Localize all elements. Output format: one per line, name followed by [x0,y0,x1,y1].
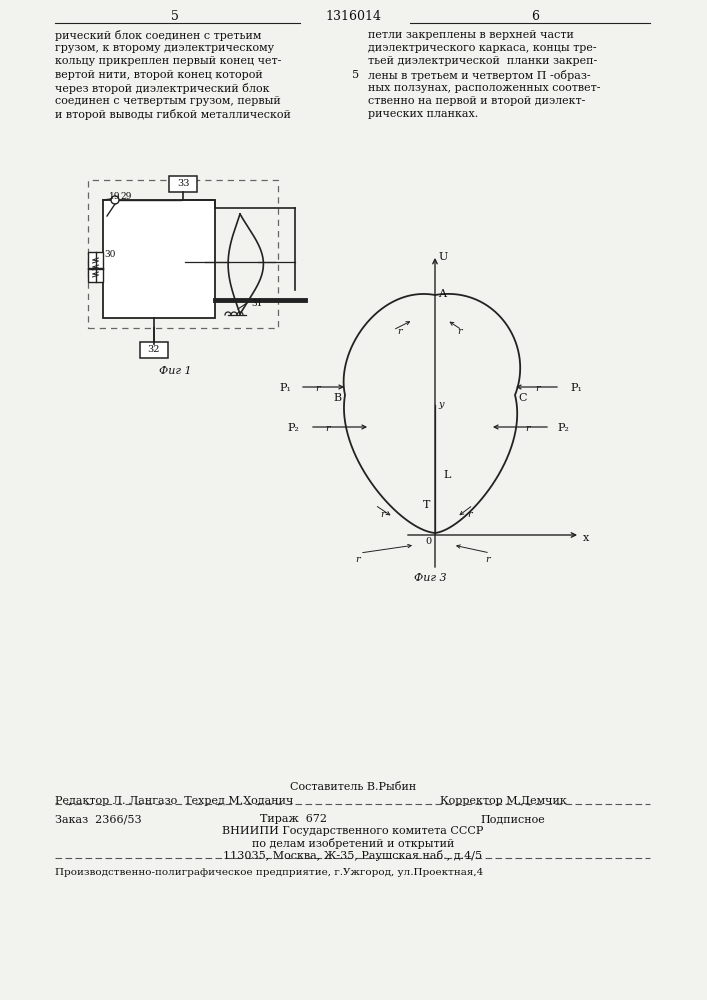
Text: Редактор Л. Лангазо  Техред М.Ходанич: Редактор Л. Лангазо Техред М.Ходанич [55,796,293,806]
Text: Производственно-полиграфическое предприятие, г.Ужгород, ул.Проектная,4: Производственно-полиграфическое предприя… [55,868,484,877]
Text: и второй выводы гибкой металлической: и второй выводы гибкой металлической [55,109,291,120]
Text: A: A [438,289,446,299]
Bar [88,180,278,328]
Text: 19: 19 [109,192,120,201]
Text: тьей диэлектрической  планки закреп-: тьей диэлектрической планки закреп- [368,56,597,66]
Text: T: T [423,500,431,510]
Text: r: r [457,327,462,336]
Text: 0: 0 [425,537,431,546]
Text: 6: 6 [531,9,539,22]
Text: 29: 29 [120,192,132,201]
Text: B: B [333,393,341,403]
Text: r: r [397,327,402,336]
Text: лены в третьем и четвертом П -образ-: лены в третьем и четвертом П -образ- [368,70,590,81]
Text: Подписное: Подписное [480,814,545,824]
Text: r: r [535,384,539,393]
Text: L: L [443,470,450,480]
Text: Заказ  2366/53: Заказ 2366/53 [55,814,141,824]
Text: Тираж  672: Тираж 672 [260,814,327,824]
Text: Фиг 3: Фиг 3 [414,573,446,583]
Text: 5: 5 [352,70,360,80]
Text: r: r [325,424,329,433]
Text: рический блок соединен с третьим: рический блок соединен с третьим [55,30,262,41]
Text: P₂: P₂ [287,423,299,433]
Text: r: r [355,555,360,564]
Text: P₂: P₂ [557,423,569,433]
Text: ственно на первой и второй диэлект-: ственно на первой и второй диэлект- [368,96,585,106]
Circle shape [111,196,119,204]
Text: петли закреплены в верхней части: петли закреплены в верхней части [368,30,574,40]
Text: соединен с четвертым грузом, первый: соединен с четвертым грузом, первый [55,96,281,106]
Text: r: r [315,384,320,393]
Bar [140,342,168,358]
Text: кольцу прикреплен первый конец чет-: кольцу прикреплен первый конец чет- [55,56,281,66]
Text: 113035, Москва, Ж-35, Раушская наб., д.4/5: 113035, Москва, Ж-35, Раушская наб., д.4… [223,850,483,861]
Bar [88,252,103,282]
Text: Фиг 1: Фиг 1 [158,366,192,376]
Text: r: r [525,424,530,433]
Text: 30: 30 [104,250,115,259]
Text: r: r [380,510,385,519]
Text: диэлектрического каркаса, концы тре-: диэлектрического каркаса, концы тре- [368,43,597,53]
Text: r: r [467,510,472,519]
Text: 32: 32 [148,346,160,355]
Text: 33: 33 [177,180,189,188]
Text: вертой нити, второй конец которой: вертой нити, второй конец которой [55,70,263,80]
Text: r: r [485,555,490,564]
Text: P₁: P₁ [279,383,291,393]
Text: ВНИИПИ Государственного комитета СССР: ВНИИПИ Государственного комитета СССР [222,826,484,836]
Text: рических планках.: рических планках. [368,109,478,119]
Text: грузом, к второму диэлектрическому: грузом, к второму диэлектрическому [55,43,274,53]
Text: 31: 31 [251,299,262,308]
Text: по делам изобретений и открытий: по делам изобретений и открытий [252,838,454,849]
Text: Составитель В.Рыбин: Составитель В.Рыбин [290,782,416,792]
Text: x: x [583,533,589,543]
Bar [169,176,197,192]
Text: y: y [438,400,443,409]
Text: через второй диэлектрический блок: через второй диэлектрический блок [55,83,269,94]
Bar [103,200,215,318]
Text: U: U [439,252,448,262]
Text: ных ползунах, расположенных соответ-: ных ползунах, расположенных соответ- [368,83,600,93]
Text: Корректор М.Демчик: Корректор М.Демчик [440,796,567,806]
Text: P₁: P₁ [570,383,582,393]
Text: 1316014: 1316014 [325,9,381,22]
Text: C: C [518,393,527,403]
Text: 5: 5 [171,9,179,22]
